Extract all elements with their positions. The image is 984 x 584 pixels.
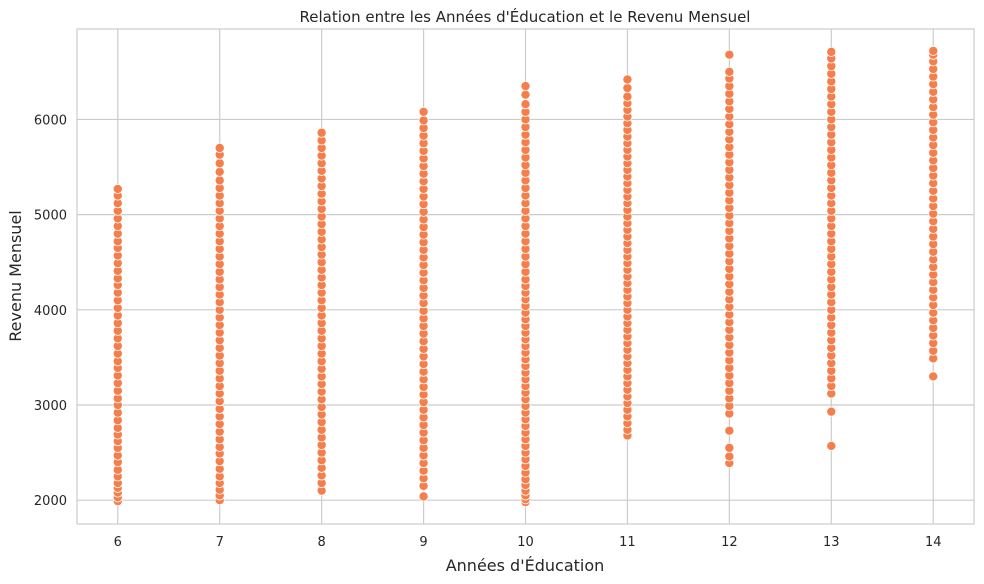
scatter-point [214, 142, 225, 153]
scatter-point [418, 115, 429, 126]
scatter-point [724, 66, 735, 77]
chart-title: Relation entre les Années d'Éducation et… [300, 7, 751, 26]
y-axis-title: Revenu Mensuel [6, 210, 25, 341]
scatter-point [622, 74, 633, 85]
y-tick-label: 6000 [34, 113, 67, 128]
x-tick-label: 7 [216, 535, 224, 550]
y-tick-label: 4000 [34, 304, 67, 319]
scatter-point [724, 442, 735, 453]
scatter-point [928, 371, 939, 382]
plot-frame [76, 28, 975, 525]
scatter-point [622, 83, 633, 94]
y-tick-label: 5000 [34, 209, 67, 224]
scatter-point [724, 425, 735, 436]
scatter-point [418, 491, 429, 502]
x-tick-label: 13 [823, 535, 840, 550]
x-tick-label: 8 [317, 535, 325, 550]
y-tick-label: 3000 [34, 399, 67, 414]
y-tick-labels: 2000 3000 4000 5000 6000 [34, 113, 67, 509]
y-tick-label: 2000 [34, 494, 67, 509]
scatter-point [520, 89, 531, 100]
x-axis-title: Années d'Éducation [446, 556, 605, 575]
scatter-point [724, 451, 735, 462]
scatter-point [214, 166, 225, 177]
scatter-point [826, 440, 837, 451]
x-tick-label: 11 [619, 535, 636, 550]
x-tick-label: 10 [517, 535, 534, 550]
x-tick-label: 6 [114, 535, 122, 550]
scatter-point [826, 46, 837, 57]
x-tick-label: 9 [419, 535, 427, 550]
scatter-point [112, 183, 123, 194]
scatter-point [520, 99, 531, 110]
scatter-point [928, 45, 939, 56]
x-tick-label: 14 [925, 535, 942, 550]
scatter-point [724, 49, 735, 60]
scatter-point [316, 127, 327, 138]
x-tick-labels: 6 7 8 9 10 11 12 13 14 [114, 535, 942, 550]
scatter-point [418, 106, 429, 117]
scatter-points [112, 45, 939, 508]
scatter-point [214, 158, 225, 169]
scatter-point [520, 81, 531, 92]
scatter-point [214, 175, 225, 186]
scatter-point [622, 91, 633, 102]
x-tick-label: 12 [721, 535, 738, 550]
scatter-point [826, 406, 837, 417]
